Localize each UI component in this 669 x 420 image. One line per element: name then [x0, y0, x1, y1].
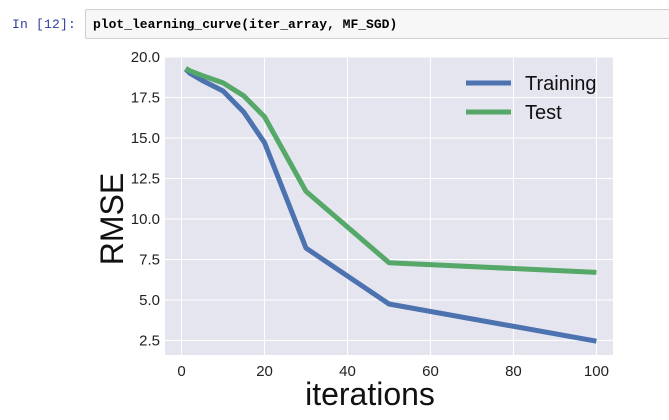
x-tick-label: 20	[256, 363, 273, 380]
learning-curve-chart: 0 20 40 60 80 100 2.5 5.0 7.5 10.0 12.5 15.0 17.5 20.…	[94, 49, 613, 412]
y-tick-label: 7.5	[139, 251, 160, 268]
x-tick-label: 100	[584, 363, 609, 380]
y-axis-label: RMSE	[94, 173, 130, 265]
y-tick-label: 5.0	[139, 292, 160, 309]
y-tick-label: 20.0	[131, 49, 160, 66]
x-tick-label: 40	[339, 363, 356, 380]
code-text[interactable]: plot_learning_curve(iter_array, MF_SGD)	[93, 17, 398, 32]
input-prompt: In [12]:	[12, 17, 77, 32]
y-tick-label: 10.0	[131, 211, 160, 228]
y-tick-label: 2.5	[139, 332, 160, 349]
x-axis-label: iterations	[305, 376, 435, 412]
y-tick-label: 12.5	[131, 170, 160, 187]
legend-label-training: Training	[525, 73, 597, 95]
legend-label-test: Test	[525, 102, 562, 124]
code-input-area[interactable]: plot_learning_curve(iter_array, MF_SGD)	[85, 9, 669, 39]
series-line-training	[183, 67, 597, 344]
output-area: 0 20 40 60 80 100 2.5 5.0 7.5 10.0 12.5 15.0 17.5 20.…	[85, 44, 669, 415]
y-tick-label: 17.5	[131, 89, 160, 106]
x-tick-label: 80	[505, 363, 522, 380]
y-tick-label: 15.0	[131, 130, 160, 147]
x-tick-label: 0	[177, 363, 185, 380]
x-tick-label: 60	[422, 363, 439, 380]
series-line-test	[184, 66, 597, 275]
